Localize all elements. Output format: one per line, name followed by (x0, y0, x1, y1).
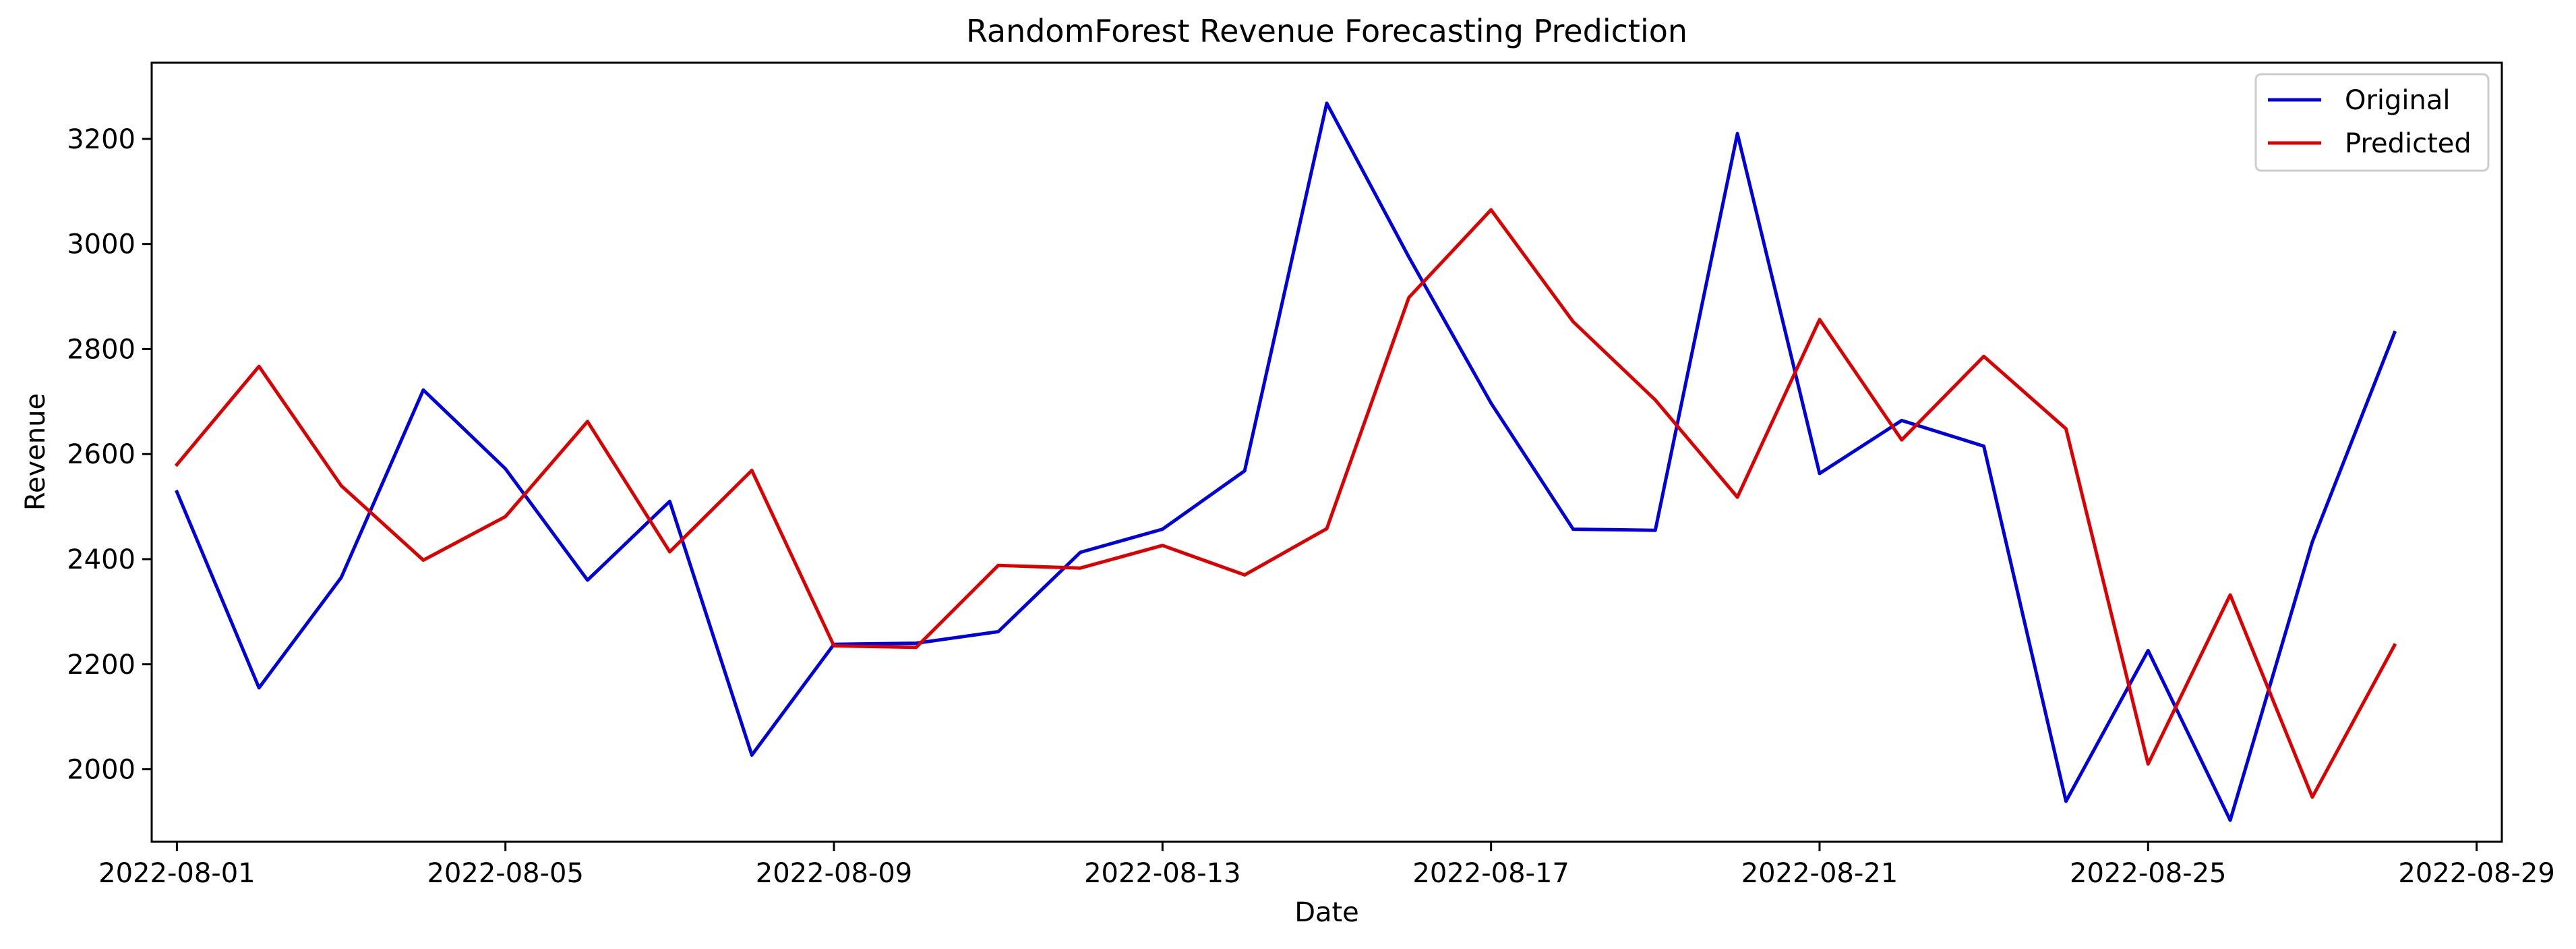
series-line-original (175, 101, 2397, 822)
y-tick-label: 3000 (67, 229, 136, 260)
x-tick-label: 2022-08-17 (1412, 858, 1569, 889)
legend: Original Predicted (2254, 73, 2490, 172)
plot-frame (150, 61, 2503, 843)
chart-title: RandomForest Revenue Forecasting Predict… (966, 13, 1687, 49)
series-line-predicted (174, 208, 2397, 799)
x-tick-label: 2022-08-01 (98, 858, 255, 889)
x-axis: 2022-08-01 2022-08-05 2022-08-09 2022-08-13… (98, 842, 2555, 889)
plot-area (152, 63, 2502, 842)
y-tick-label: 2200 (67, 650, 136, 681)
y-tick-label: 2800 (67, 334, 136, 365)
y-axis: 2000 2200 2400 2600 2800 3000 3200 (67, 124, 152, 786)
legend-label-original: Original (2345, 85, 2451, 116)
x-tick-label: 2022-08-13 (1084, 858, 1240, 889)
x-tick-label: 2022-08-21 (1741, 858, 1898, 889)
y-axis-label: Revenue (20, 393, 51, 511)
x-tick-label: 2022-08-25 (2070, 858, 2226, 889)
series-layer (174, 101, 2397, 822)
x-axis-label: Date (1294, 897, 1359, 928)
y-tick-label: 3200 (67, 124, 136, 155)
legend-label-predicted: Predicted (2345, 128, 2472, 159)
y-tick-label: 2000 (67, 755, 136, 786)
x-tick-label: 2022-08-09 (756, 858, 912, 889)
x-tick-label: 2022-08-05 (427, 858, 583, 889)
x-tick-label: 2022-08-29 (2398, 858, 2554, 889)
y-tick-label: 2400 (67, 544, 136, 575)
y-tick-label: 2600 (67, 439, 136, 470)
